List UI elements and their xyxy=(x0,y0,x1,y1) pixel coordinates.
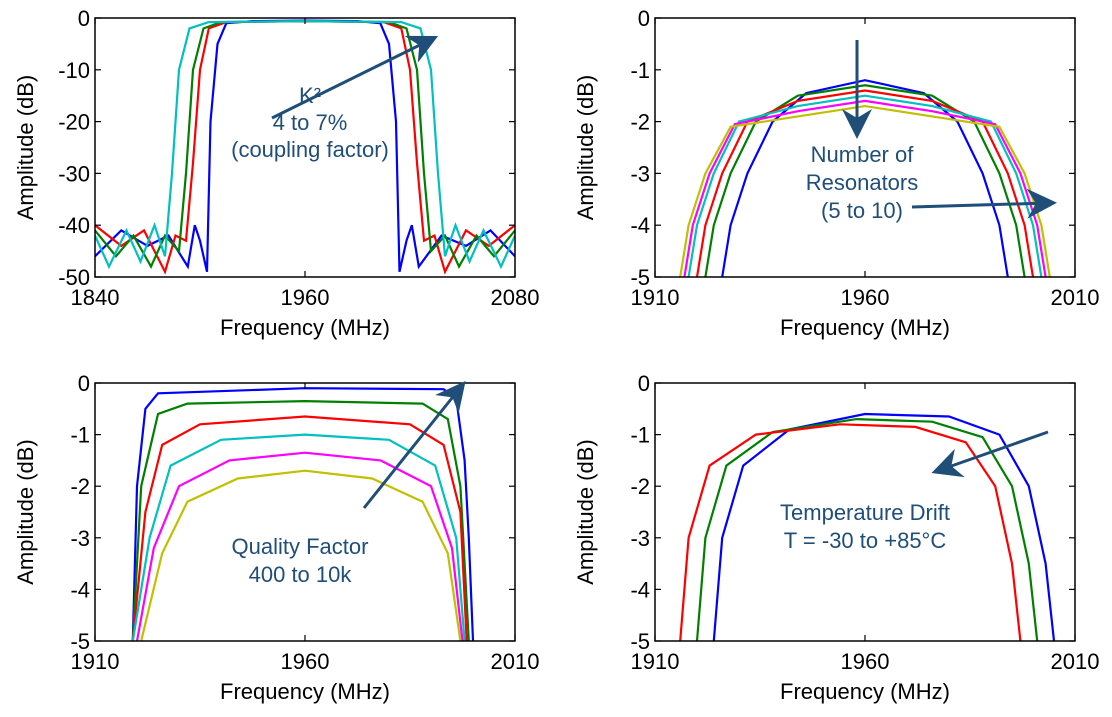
y-tick-label: -2 xyxy=(630,474,650,499)
y-tick-label: 0 xyxy=(638,6,650,31)
annotation-line-2: 4 to 7% xyxy=(273,110,348,135)
x-tick-label: 1960 xyxy=(281,285,330,310)
y-tick-label: -4 xyxy=(630,577,650,602)
annotation-line-2: T = -30 to +85°C xyxy=(784,528,947,553)
y-tick-label: -40 xyxy=(58,213,90,238)
y-tick-label: -10 xyxy=(58,58,90,83)
y-axis-label: Amplitude (dB) xyxy=(13,439,38,585)
x-axis-label: Frequency (MHz) xyxy=(220,679,390,704)
annotation-line-2: 400 to 10k xyxy=(249,562,353,587)
series-line-1 xyxy=(712,412,1056,641)
series-line-2 xyxy=(695,417,1039,641)
series-line-4 xyxy=(131,433,466,641)
annotation-arrow-2 xyxy=(911,188,1057,219)
y-tick-label: -4 xyxy=(70,577,90,602)
series-line-2 xyxy=(704,84,1026,277)
series-line-5 xyxy=(135,451,464,641)
series-line-3 xyxy=(131,415,468,641)
series-line-2 xyxy=(131,399,470,641)
x-axis-label: Frequency (MHz) xyxy=(220,315,390,340)
x-tick-label: 2080 xyxy=(491,285,540,310)
series-line-1 xyxy=(721,79,1009,277)
series-line-3 xyxy=(695,89,1035,277)
y-axis-label: Amplitude (dB) xyxy=(573,439,598,585)
annotation-arrow-1 xyxy=(271,35,439,120)
y-tick-label: -1 xyxy=(630,423,650,448)
x-tick-label: 1910 xyxy=(71,649,120,674)
annotation-arrow-1 xyxy=(931,430,1049,478)
x-tick-label: 1960 xyxy=(841,649,890,674)
y-tick-label: 0 xyxy=(638,371,650,396)
y-tick-label: -5 xyxy=(630,265,650,290)
y-tick-label: -50 xyxy=(58,265,90,290)
y-tick-label: -4 xyxy=(630,213,650,238)
series-group xyxy=(131,387,475,641)
series-line-4 xyxy=(687,94,1043,277)
annotation-line-3: (coupling factor) xyxy=(231,137,389,162)
y-tick-label: -20 xyxy=(58,110,90,135)
annotation-line-1: Quality Factor xyxy=(232,534,369,559)
x-tick-label: 2010 xyxy=(1051,649,1100,674)
annotation-arrow-1 xyxy=(362,380,466,509)
series-line-5 xyxy=(683,99,1047,277)
y-tick-label: -2 xyxy=(630,110,650,135)
x-tick-label: 1960 xyxy=(281,649,330,674)
y-tick-label: -5 xyxy=(630,629,650,654)
annotation-line-1: Number of xyxy=(811,142,915,167)
x-tick-label: 1960 xyxy=(841,285,890,310)
x-tick-label: 1910 xyxy=(631,649,680,674)
x-tick-label: 1840 xyxy=(71,285,120,310)
x-tick-label: 2010 xyxy=(491,649,540,674)
x-tick-label: 2010 xyxy=(1051,285,1100,310)
series-group xyxy=(679,412,1056,641)
series-line-1 xyxy=(131,387,475,641)
y-tick-label: -30 xyxy=(58,161,90,186)
y-axis-label: Amplitude (dB) xyxy=(13,75,38,221)
annotation-line-2: Resonators xyxy=(806,170,919,195)
y-tick-label: -3 xyxy=(630,161,650,186)
x-axis-label: Frequency (MHz) xyxy=(780,315,950,340)
y-tick-label: -1 xyxy=(70,423,90,448)
x-tick-label: 1910 xyxy=(631,285,680,310)
y-tick-label: 0 xyxy=(78,371,90,396)
y-tick-label: -3 xyxy=(70,526,90,551)
y-tick-label: -1 xyxy=(630,58,650,83)
series-line-3 xyxy=(679,423,1022,641)
x-axis-label: Frequency (MHz) xyxy=(780,679,950,704)
y-tick-label: 0 xyxy=(78,6,90,31)
annotation-line-1: Temperature Drift xyxy=(780,500,950,525)
y-axis-label: Amplitude (dB) xyxy=(573,75,598,221)
y-tick-label: -2 xyxy=(70,474,90,499)
y-tick-label: -3 xyxy=(630,526,650,551)
y-tick-label: -5 xyxy=(70,629,90,654)
annotation-line-3: (5 to 10) xyxy=(821,198,903,223)
series-line-6 xyxy=(140,469,462,641)
